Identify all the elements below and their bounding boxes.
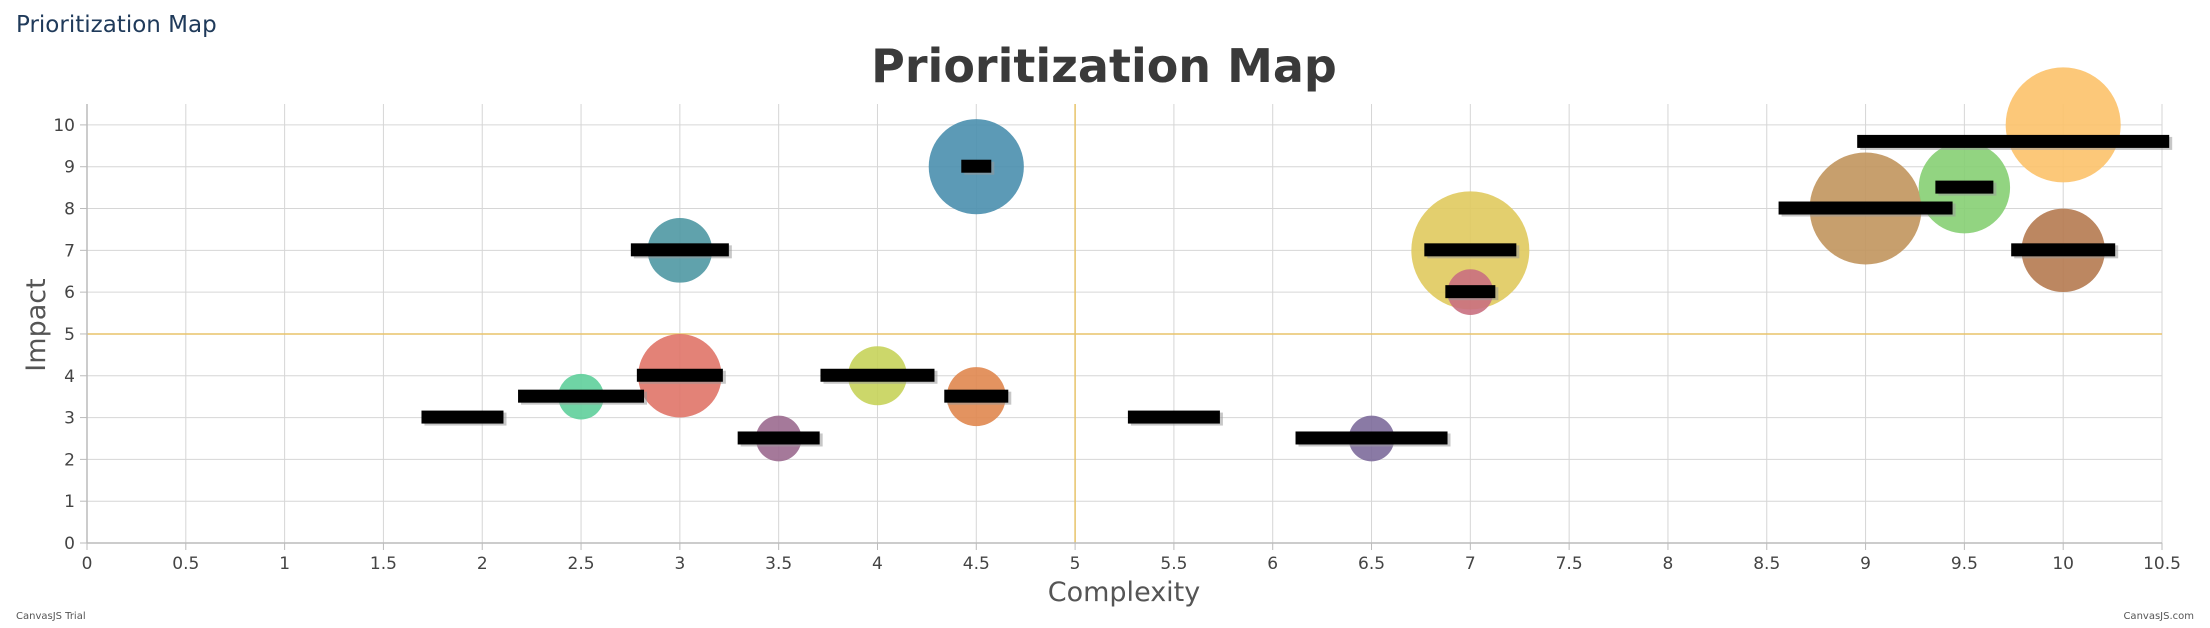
data-label-5 (820, 368, 935, 382)
x-tick-label-9: 4.5 (963, 554, 990, 574)
bubbles (558, 67, 2121, 462)
watermark-left: CanvasJS Trial (16, 611, 86, 622)
y-tick-label-7: 7 (64, 241, 75, 261)
x-tick-label-12: 6 (1267, 554, 1278, 574)
data-label-2 (630, 243, 729, 257)
x-tick-label-10: 5 (1070, 554, 1081, 574)
x-tick-label-20: 10 (2052, 554, 2074, 574)
x-tick-label-4: 2 (477, 554, 488, 574)
x-tick-label-6: 3 (674, 554, 685, 574)
x-axis-title: Complexity (1048, 577, 1201, 608)
data-label-11 (1445, 285, 1496, 299)
x-tick-label-19: 9.5 (1951, 554, 1978, 574)
data-label-13 (1935, 180, 1994, 194)
y-tick-label-0: 0 (64, 534, 75, 554)
x-tick-label-11: 5.5 (1160, 554, 1187, 574)
x-tick-label-5: 2.5 (568, 554, 595, 574)
data-label-0 (421, 410, 504, 424)
y-tick-label-9: 9 (64, 158, 75, 178)
y-tick-label-2: 2 (64, 450, 75, 470)
x-tick-label-16: 8 (1663, 554, 1674, 574)
x-tick-label-13: 6.5 (1358, 554, 1385, 574)
x-tick-label-15: 7.5 (1556, 554, 1583, 574)
x-tick-label-17: 8.5 (1753, 554, 1780, 574)
x-tick-label-7: 3.5 (765, 554, 792, 574)
y-tick-label-3: 3 (64, 409, 75, 429)
chart-title: Prioritization Map (871, 39, 1337, 93)
y-tick-label-10: 10 (53, 116, 75, 136)
bubble-14 (2005, 67, 2121, 183)
data-label-4 (737, 431, 820, 445)
reference-lines (87, 104, 2162, 543)
data-label-15 (2011, 243, 2116, 257)
y-tick-label-6: 6 (64, 283, 75, 303)
y-tick-label-1: 1 (64, 492, 75, 512)
watermark-right: CanvasJS.com (2123, 611, 2194, 622)
y-tick-label-8: 8 (64, 200, 75, 220)
axes: 0 0.5 1 1.5 2 2.5 3 3.5 4 4.5 5 5.5 6 6.5 7 7.5 8 8.5 9 9.5… (53, 104, 2181, 574)
x-tick-label-1: 0.5 (172, 554, 199, 574)
data-label-6 (961, 159, 992, 173)
data-label-9 (1295, 431, 1448, 445)
data-label-12 (1778, 201, 1953, 215)
x-tick-label-14: 7 (1465, 554, 1476, 574)
x-tick-label-0: 0 (82, 554, 93, 574)
x-tick-label-2: 1 (279, 554, 290, 574)
data-label-3 (636, 368, 723, 382)
data-label-8 (1127, 410, 1220, 424)
page-heading: Prioritization Map (16, 12, 217, 38)
y-tick-label-4: 4 (64, 367, 75, 387)
data-label-7 (944, 389, 1009, 403)
y-tick-label-5: 5 (64, 325, 75, 345)
x-tick-label-21: 10.5 (2143, 554, 2181, 574)
data-labels (421, 134, 2173, 447)
data-label-1 (518, 389, 645, 403)
x-tick-label-8: 4 (872, 554, 883, 574)
data-label-14 (1857, 134, 2170, 148)
x-tick-label-18: 9 (1860, 554, 1871, 574)
y-axis-title: Impact (21, 278, 52, 371)
data-label-10 (1424, 243, 1517, 257)
x-tick-label-3: 1.5 (370, 554, 397, 574)
